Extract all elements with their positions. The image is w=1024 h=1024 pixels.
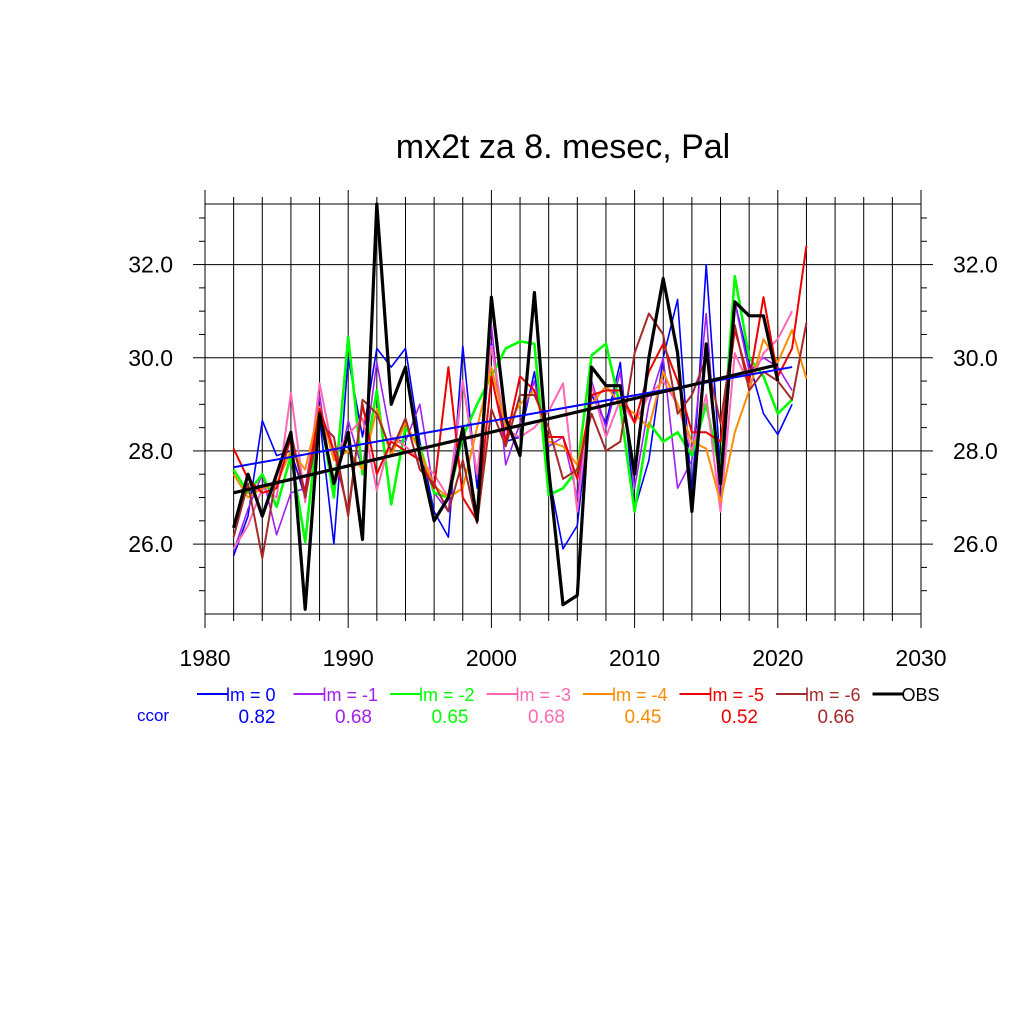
legend-label-7: OBS xyxy=(902,685,940,705)
series-line-5 xyxy=(232,245,808,522)
y-tick-label-right: 28.0 xyxy=(953,438,998,464)
x-tick-label: 2030 xyxy=(895,645,946,671)
plot-frame xyxy=(204,203,922,615)
y-tick-label-right: 26.0 xyxy=(953,531,998,557)
legend-label-5: lm = -5 xyxy=(709,685,765,705)
legend-ccor-1: 0.68 xyxy=(335,707,372,728)
legend-label-6: lm = -6 xyxy=(805,685,861,705)
y-tick-label-right: 30.0 xyxy=(953,345,998,371)
legend-ccor-3: 0.68 xyxy=(528,707,565,728)
axis-ticks: 1980 1990 2000 2010 2020 2030 26.0 26.0 28.0 28.0… xyxy=(128,190,998,671)
legend-label-3: lm = -3 xyxy=(516,685,572,705)
x-tick-label: 2010 xyxy=(609,645,660,671)
x-tick-label: 1980 xyxy=(179,645,230,671)
ccor-label: ccor xyxy=(137,706,169,725)
x-tick-label: 2000 xyxy=(466,645,517,671)
y-tick-label-left: 30.0 xyxy=(128,345,173,371)
chart-title: mx2t za 8. mesec, Pal xyxy=(396,128,730,166)
legend-label-0: lm = 0 xyxy=(226,685,276,705)
grid xyxy=(205,204,921,614)
series-line-4 xyxy=(232,328,808,504)
legend-label-2: lm = -2 xyxy=(419,685,475,705)
legend-label-4: lm = -4 xyxy=(612,685,668,705)
legend-ccor-0: 0.82 xyxy=(239,707,276,728)
y-tick-label-right: 32.0 xyxy=(953,252,998,278)
x-tick-label: 1990 xyxy=(323,645,374,671)
legend-ccor-5: 0.52 xyxy=(721,707,758,728)
legend-ccor-4: 0.45 xyxy=(625,707,662,728)
x-tick-label: 2020 xyxy=(752,645,803,671)
y-tick-label-left: 32.0 xyxy=(128,252,173,278)
legend-label-1: lm = -1 xyxy=(323,685,379,705)
series-lines xyxy=(232,202,808,611)
y-tick-label-left: 26.0 xyxy=(128,531,173,557)
trend-line-7 xyxy=(233,363,779,495)
legend-ccor-6: 0.66 xyxy=(818,707,855,728)
y-tick-label-left: 28.0 xyxy=(128,438,173,464)
legend-ccor-2: 0.65 xyxy=(432,707,469,728)
